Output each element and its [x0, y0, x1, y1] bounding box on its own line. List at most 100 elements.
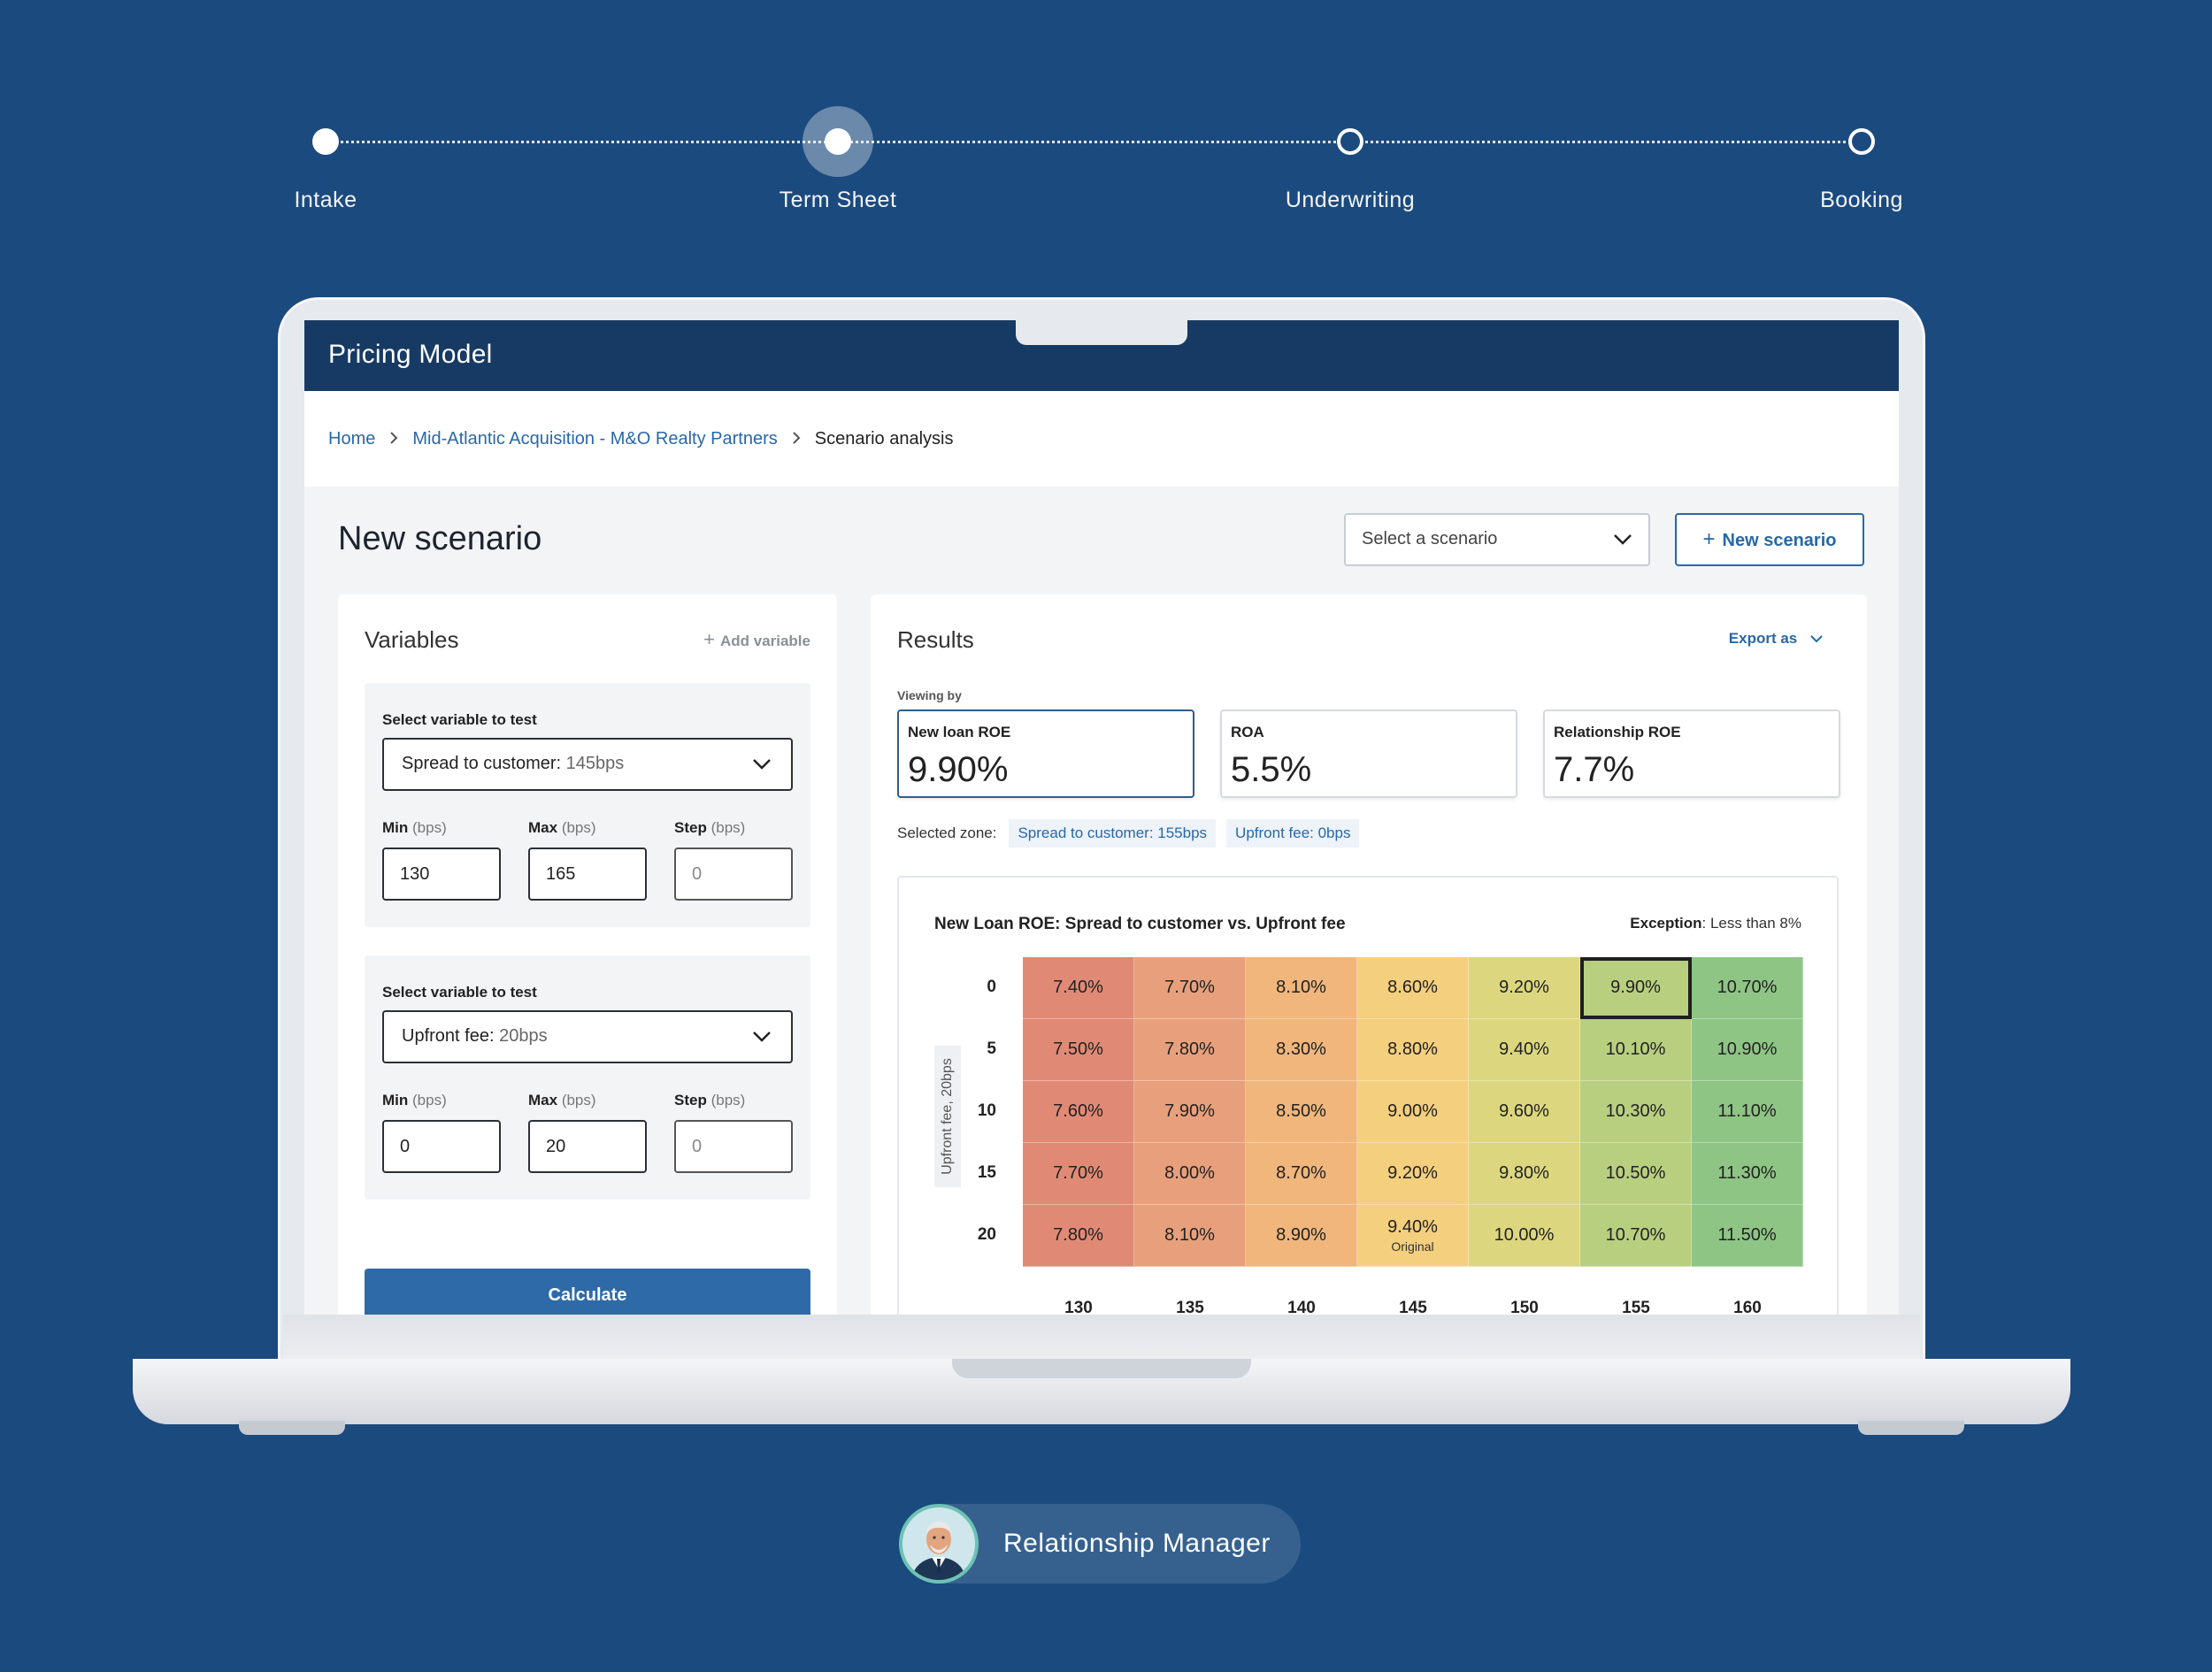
heatmap-cell[interactable]: 9.00% [1357, 1081, 1469, 1143]
max-input[interactable]: 20 [528, 1120, 647, 1173]
heatmap-cell[interactable]: 7.80% [1023, 1205, 1134, 1267]
chevron-right-icon [389, 429, 398, 449]
export-as-label: Export as [1728, 630, 1798, 647]
variable-value: 20bps [499, 1026, 548, 1046]
step-label: Booking [1820, 188, 1903, 212]
heatmap-cell[interactable]: 7.40% [1023, 957, 1134, 1019]
heatmap-cell[interactable]: 7.70% [1023, 1143, 1134, 1205]
step-input[interactable]: 0 [674, 848, 793, 901]
step-label: Underwriting [1285, 188, 1416, 212]
step-input[interactable]: 0 [674, 1120, 793, 1173]
page-title: New scenario [338, 520, 542, 557]
heatmap-cell[interactable]: 10.70% [1692, 957, 1803, 1019]
variable-card: Select variable to test Spread to custom… [365, 683, 810, 927]
heatmap-cell[interactable]: 10.30% [1580, 1081, 1692, 1143]
heatmap-cell[interactable]: 8.10% [1134, 1205, 1246, 1267]
variable-dropdown[interactable]: Spread to customer: 145bps [382, 738, 793, 791]
heatmap-cell[interactable]: 10.90% [1692, 1019, 1803, 1081]
avatar [899, 1504, 979, 1584]
step-booking[interactable]: Booking [1729, 106, 1994, 213]
heatmap-cell-value: 10.70% [1717, 978, 1778, 997]
step-intake[interactable]: Intake [193, 106, 458, 213]
variable-dropdown[interactable]: Upfront fee: 20bps [382, 1010, 793, 1063]
results-panel: Results Export as Viewing by New loan RO… [871, 594, 1867, 1315]
add-variable-button[interactable]: + Add variable [703, 628, 810, 651]
min-input[interactable]: 0 [382, 1120, 501, 1173]
heatmap-cell-value: 8.50% [1276, 1101, 1326, 1121]
heatmap-cell[interactable]: 7.90% [1134, 1081, 1246, 1143]
heatmap-chart: New Loan ROE: Spread to customer vs. Upf… [897, 876, 1839, 1315]
original-marker: Original [1391, 1239, 1434, 1254]
variable-value: 145bps [565, 754, 625, 773]
heatmap-cell[interactable]: 8.00% [1134, 1143, 1246, 1205]
app-title: Pricing Model [328, 340, 493, 369]
heatmap-cell[interactable]: 8.10% [1246, 957, 1357, 1019]
max-input[interactable]: 165 [528, 848, 647, 901]
viewing-by-label: Viewing by [897, 688, 962, 702]
heatmap-cell[interactable]: 7.80% [1134, 1019, 1246, 1081]
heatmap-cell[interactable]: 10.50% [1580, 1143, 1692, 1205]
heatmap-cell-value: 9.20% [1499, 978, 1549, 997]
scenario-select-placeholder: Select a scenario [1362, 529, 1498, 548]
heatmap-cell[interactable]: 9.20% [1357, 1143, 1469, 1205]
metric-card-roa[interactable]: ROA 5.5% [1220, 709, 1517, 798]
role-badge: Relationship Manager [899, 1504, 1301, 1584]
heatmap-cell-value: 8.70% [1276, 1163, 1326, 1183]
heatmap-cell[interactable]: 8.70% [1246, 1143, 1357, 1205]
heatmap-row-label: 20 [977, 1225, 996, 1244]
heatmap-cell[interactable]: 7.70% [1134, 957, 1246, 1019]
heatmap-cell-value: 7.50% [1053, 1039, 1103, 1059]
y-axis-label-box [934, 1046, 961, 1187]
heatmap-cell-value: 8.90% [1276, 1225, 1326, 1245]
step-complete-dot-icon [290, 106, 361, 177]
chevron-down-icon [752, 1028, 772, 1048]
heatmap-cell[interactable]: 7.60% [1023, 1081, 1134, 1143]
metric-card-new-loan-roe[interactable]: New loan ROE 9.90% [897, 709, 1194, 798]
step-term-sheet[interactable]: Term Sheet [705, 106, 971, 213]
laptop-notch [1016, 318, 1187, 345]
heatmap-cell[interactable]: 10.10% [1580, 1019, 1692, 1081]
heatmap-cell[interactable]: 9.60% [1469, 1081, 1580, 1143]
heatmap-cell-selected[interactable]: 9.90% [1580, 957, 1692, 1019]
calculate-button[interactable]: Calculate [365, 1269, 810, 1315]
heatmap-cell[interactable]: 8.30% [1246, 1019, 1357, 1081]
heatmap-row-label: 10 [977, 1101, 996, 1120]
heatmap-cell[interactable]: 8.60% [1357, 957, 1469, 1019]
breadcrumb-current: Scenario analysis [814, 428, 954, 449]
breadcrumb-home-link[interactable]: Home [328, 428, 376, 449]
heatmap-cell[interactable]: 11.50% [1692, 1205, 1803, 1267]
step-underwriting[interactable]: Underwriting [1217, 106, 1483, 213]
scenario-select[interactable]: Select a scenario [1344, 513, 1650, 566]
variable-card: Select variable to test Upfront fee: 20b… [365, 955, 810, 1200]
export-as-button[interactable]: Export as [1729, 630, 1823, 648]
zone-tag-spread[interactable]: Spread to customer: 155bps [1009, 819, 1217, 848]
heatmap-cell-value: 10.10% [1605, 1039, 1666, 1059]
chart-title: New Loan ROE: Spread to customer vs. Upf… [934, 915, 1346, 933]
heatmap-cell[interactable]: 11.10% [1692, 1081, 1803, 1143]
metric-value: 7.7% [1554, 750, 1635, 789]
step-label: Term Sheet [779, 188, 897, 212]
heatmap-cell[interactable]: 9.40% Original [1357, 1205, 1469, 1267]
heatmap-cell[interactable]: 8.90% [1246, 1205, 1357, 1267]
heatmap-cell-value: 7.90% [1164, 1101, 1215, 1121]
breadcrumb-deal-link[interactable]: Mid-Atlantic Acquisition - M&O Realty Pa… [412, 428, 778, 449]
heatmap-cell[interactable]: 8.50% [1246, 1081, 1357, 1143]
heatmap-cell-value: 9.40% [1499, 1039, 1549, 1059]
heatmap-cell-value: 9.40% [1387, 1217, 1438, 1237]
zone-tag-upfront-fee[interactable]: Upfront fee: 0bps [1226, 819, 1360, 848]
heatmap-cell[interactable]: 9.20% [1469, 957, 1580, 1019]
min-input[interactable]: 130 [382, 848, 501, 901]
heatmap-cell[interactable]: 10.70% [1580, 1205, 1692, 1267]
heatmap-cell[interactable]: 9.40% [1469, 1019, 1580, 1081]
heatmap-cell[interactable]: 11.30% [1692, 1143, 1803, 1205]
heatmap-column-label: 140 [1287, 1299, 1316, 1315]
heatmap-cell[interactable]: 10.00% [1469, 1205, 1580, 1267]
results-title: Results [897, 626, 974, 653]
heatmap-cell[interactable]: 7.50% [1023, 1019, 1134, 1081]
heatmap-cell[interactable]: 8.80% [1357, 1019, 1469, 1081]
metric-card-relationship-roe[interactable]: Relationship ROE 7.7% [1543, 709, 1840, 798]
heatmap-cell-value: 10.70% [1605, 1225, 1666, 1245]
new-scenario-button[interactable]: + New scenario [1675, 513, 1864, 566]
heatmap-cell[interactable]: 9.80% [1469, 1143, 1580, 1205]
heatmap-cell-value: 9.80% [1499, 1163, 1549, 1183]
